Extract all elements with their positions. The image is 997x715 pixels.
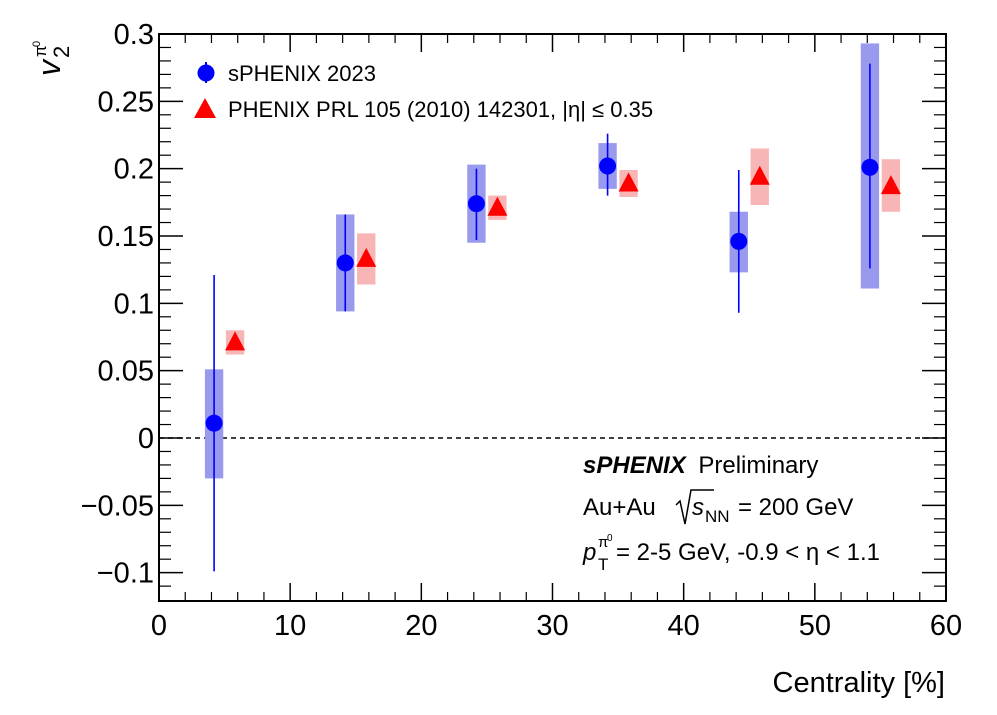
energy-value: = 200 GeV <box>738 494 853 521</box>
y-axis-title: v 2 π 0 <box>31 41 74 76</box>
info-annotations: sPHENIX Preliminary Au+Au s NN = 200 GeV… <box>582 452 880 574</box>
phenix-data-point <box>356 247 377 267</box>
legend-entry-sphenix: sPHENIX 2023 <box>197 61 376 86</box>
sphenix-data-point <box>467 195 485 213</box>
phenix-data-point <box>618 172 639 192</box>
y-axis-title-var: v <box>31 58 67 76</box>
y-tick-label: 0 <box>138 423 154 455</box>
pt-var: p <box>582 539 596 566</box>
sphenix-data-point <box>336 254 354 272</box>
legend-label-sphenix: sPHENIX 2023 <box>228 61 376 86</box>
x-tick-label: 60 <box>930 610 962 642</box>
system-label: Au+Au <box>583 494 656 521</box>
y-tick-label: 0.25 <box>98 86 154 118</box>
pt-sup: π <box>598 534 608 551</box>
legend-triangle-marker <box>194 98 216 118</box>
x-axis-title: Centrality [%] <box>773 667 945 699</box>
sqrt-sign <box>675 489 714 525</box>
y-tick-label: −0.05 <box>81 490 154 522</box>
energy-var: s <box>692 494 704 521</box>
phenix-data-point <box>880 175 901 195</box>
x-tick-label: 40 <box>668 610 700 642</box>
x-tick-labels: 0 10 20 30 40 50 60 <box>151 610 962 642</box>
pt-sub: T <box>598 555 608 574</box>
y-tick-label: 0.2 <box>114 154 154 186</box>
energy-sub: NN <box>705 507 730 526</box>
axis-ticks <box>158 33 947 601</box>
sphenix-data-point <box>205 414 223 432</box>
legend-circle-marker <box>197 64 215 82</box>
y-tick-label: 0.3 <box>114 19 154 51</box>
y-axis-title-sup: π <box>31 45 50 57</box>
pt-range: = 2-5 GeV, -0.9 < η < 1.1 <box>616 539 880 566</box>
sphenix-data-point <box>861 158 879 176</box>
legend-label-phenix: PHENIX PRL 105 (2010) 142301, |η| ≤ 0.35 <box>228 97 653 122</box>
pt-sup0: 0 <box>607 533 613 544</box>
legend: sPHENIX 2023 PHENIX PRL 105 (2010) 14230… <box>194 61 653 122</box>
y-axis-title-sub: 2 <box>49 46 74 58</box>
x-tick-label: 20 <box>405 610 437 642</box>
sphenix-data-point <box>730 232 748 250</box>
data-markers <box>205 157 901 432</box>
y-tick-label: 0.15 <box>98 221 154 253</box>
y-tick-label: 0.05 <box>98 356 154 388</box>
x-tick-label: 30 <box>536 610 568 642</box>
x-tick-label: 50 <box>799 610 831 642</box>
phenix-data-point <box>749 165 770 185</box>
y-tick-label: −0.1 <box>97 558 154 590</box>
sphenix-data-point <box>599 157 617 175</box>
y-tick-label: 0.1 <box>114 288 154 320</box>
phenix-data-point <box>487 196 508 216</box>
legend-entry-phenix: PHENIX PRL 105 (2010) 142301, |η| ≤ 0.35 <box>194 97 653 122</box>
x-tick-label: 10 <box>274 610 306 642</box>
x-tick-label: 0 <box>151 610 167 642</box>
y-axis-title-sup0: 0 <box>31 41 43 47</box>
preliminary-label: sPHENIX Preliminary <box>583 452 818 479</box>
phenix-data-point <box>225 331 246 351</box>
y-tick-labels: −0.1 −0.05 0 0.05 0.1 0.15 0.2 0.25 0.3 <box>81 19 154 590</box>
